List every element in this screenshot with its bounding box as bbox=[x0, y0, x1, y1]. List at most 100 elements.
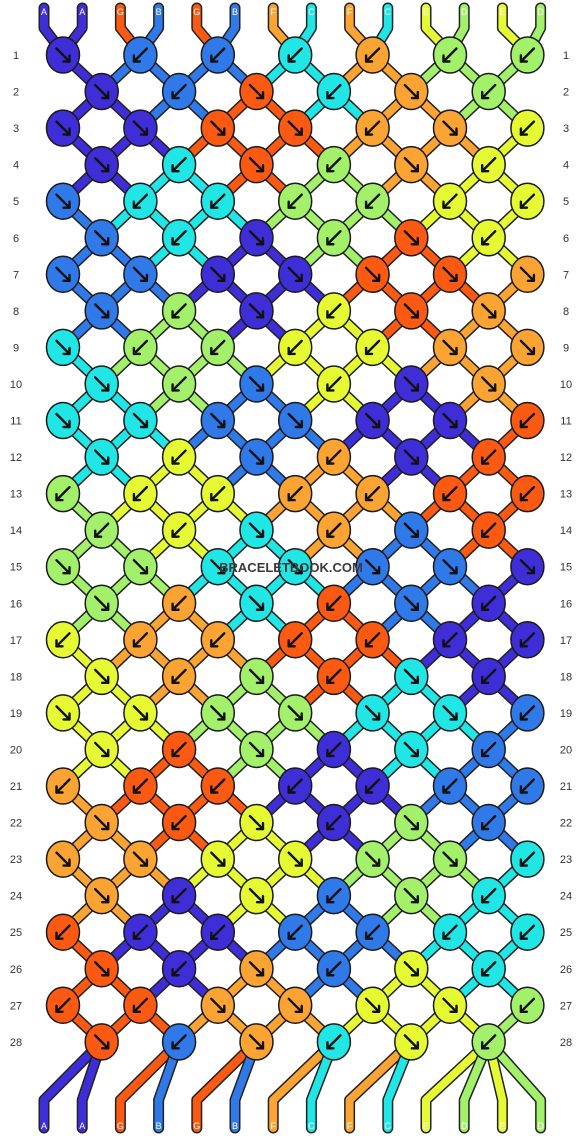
arrow-down-left-icon bbox=[481, 668, 497, 685]
knot bbox=[355, 986, 390, 1025]
knot bbox=[123, 840, 158, 878]
knot bbox=[161, 292, 197, 330]
arrow-down-right-icon bbox=[403, 1034, 419, 1050]
arrow-down-right-icon bbox=[210, 851, 226, 867]
knot bbox=[123, 767, 158, 805]
arrow-down-right-icon bbox=[519, 339, 536, 356]
knot bbox=[432, 621, 468, 659]
arrow-down-left-icon bbox=[326, 449, 342, 465]
strand-letter-bottom: F bbox=[347, 1121, 353, 1131]
arrow-down-left-icon bbox=[171, 156, 187, 173]
knot bbox=[84, 145, 119, 184]
arrow-down-right-icon bbox=[403, 449, 419, 465]
knot bbox=[45, 840, 81, 878]
knot bbox=[355, 401, 390, 440]
arrow-down-left-icon bbox=[519, 997, 536, 1013]
arrow-down-left-icon bbox=[55, 997, 71, 1013]
arrow-down-right-icon bbox=[364, 266, 381, 282]
knot bbox=[84, 292, 119, 330]
knot bbox=[84, 950, 119, 988]
arrow-down-right-icon bbox=[210, 559, 226, 575]
row-number-left: 15 bbox=[10, 562, 22, 574]
row-number-left: 17 bbox=[10, 635, 22, 647]
arrow-down-left-icon bbox=[171, 522, 187, 538]
knot bbox=[510, 767, 545, 805]
arrow-down-right-icon bbox=[403, 83, 419, 100]
arrow-down-right-icon bbox=[364, 997, 381, 1013]
strand-letter-bottom: B bbox=[156, 1121, 162, 1131]
arrow-down-right-icon bbox=[248, 1034, 265, 1050]
arrow-down-right-icon bbox=[55, 851, 71, 867]
knot bbox=[239, 803, 274, 842]
arrow-down-left-icon bbox=[481, 595, 497, 611]
arrow-down-right-icon bbox=[519, 559, 536, 575]
arrow-down-left-icon bbox=[326, 741, 342, 758]
thread-tail-bottom bbox=[154, 1037, 184, 1132]
arrow-down-right-icon bbox=[248, 668, 265, 685]
arrow-down-left-icon bbox=[326, 156, 342, 173]
arrow-down-right-icon bbox=[93, 230, 110, 246]
arrow-down-right-icon bbox=[248, 376, 265, 392]
row-number-left: 25 bbox=[10, 927, 22, 939]
knot bbox=[277, 36, 313, 74]
arrow-down-right-icon bbox=[93, 1034, 110, 1050]
arrow-down-left-icon bbox=[171, 814, 187, 831]
strand-letter-bottom: B bbox=[232, 1121, 238, 1131]
knot bbox=[277, 547, 313, 586]
knot bbox=[394, 876, 429, 915]
arrow-down-left-icon bbox=[326, 522, 342, 538]
thread-tail-bottom bbox=[484, 1037, 545, 1132]
thread-tail-bottom bbox=[78, 1037, 106, 1132]
strand-letter-bottom: A bbox=[79, 1121, 85, 1131]
knot bbox=[277, 694, 313, 732]
knot bbox=[161, 438, 197, 476]
arrow-down-right-icon bbox=[287, 266, 303, 282]
knot bbox=[432, 474, 468, 513]
row-number-right: 3 bbox=[563, 123, 569, 135]
arrow-down-left-icon bbox=[519, 485, 536, 502]
arrow-down-right-icon bbox=[93, 595, 110, 611]
knot bbox=[200, 840, 236, 878]
arrow-down-right-icon bbox=[248, 522, 265, 538]
arrow-down-right-icon bbox=[248, 741, 265, 758]
knot bbox=[432, 986, 468, 1025]
knot bbox=[432, 694, 468, 732]
strand-letter-bottom: E bbox=[499, 1121, 505, 1131]
arrow-down-right-icon bbox=[442, 559, 458, 575]
arrow-down-left-icon bbox=[364, 632, 381, 648]
arrow-down-left-icon bbox=[171, 303, 187, 319]
arrow-down-right-icon bbox=[403, 303, 419, 319]
knot bbox=[316, 219, 352, 257]
knot bbox=[84, 72, 119, 111]
knot bbox=[277, 913, 313, 951]
arrow-down-right-icon bbox=[248, 83, 265, 100]
knot bbox=[84, 219, 119, 257]
arrow-down-left-icon bbox=[171, 668, 187, 685]
knot bbox=[200, 109, 236, 147]
knot bbox=[316, 584, 352, 622]
knot bbox=[432, 913, 468, 951]
arrow-down-left-icon bbox=[364, 193, 381, 209]
arrow-down-left-icon bbox=[132, 485, 149, 502]
strand-letter-top: E bbox=[423, 7, 429, 17]
arrow-down-right-icon bbox=[93, 83, 110, 100]
knot bbox=[394, 365, 429, 403]
row-number-right: 4 bbox=[563, 160, 569, 172]
arrow-down-left-icon bbox=[132, 924, 149, 940]
knot bbox=[510, 109, 545, 147]
knot bbox=[432, 182, 468, 220]
knot bbox=[355, 694, 390, 732]
arrow-down-left-icon bbox=[326, 303, 342, 319]
strand-letter-top: A bbox=[41, 7, 47, 17]
knot bbox=[394, 292, 429, 330]
arrow-down-right-icon bbox=[93, 961, 110, 977]
knot bbox=[316, 438, 352, 476]
knot bbox=[510, 694, 545, 732]
knot bbox=[45, 401, 81, 440]
arrow-down-left-icon bbox=[132, 997, 149, 1013]
arrow-down-left-icon bbox=[442, 193, 458, 209]
row-number-left: 5 bbox=[13, 196, 19, 208]
row-number-left: 8 bbox=[13, 306, 19, 318]
knot bbox=[239, 876, 274, 915]
row-number-right: 18 bbox=[560, 671, 572, 683]
